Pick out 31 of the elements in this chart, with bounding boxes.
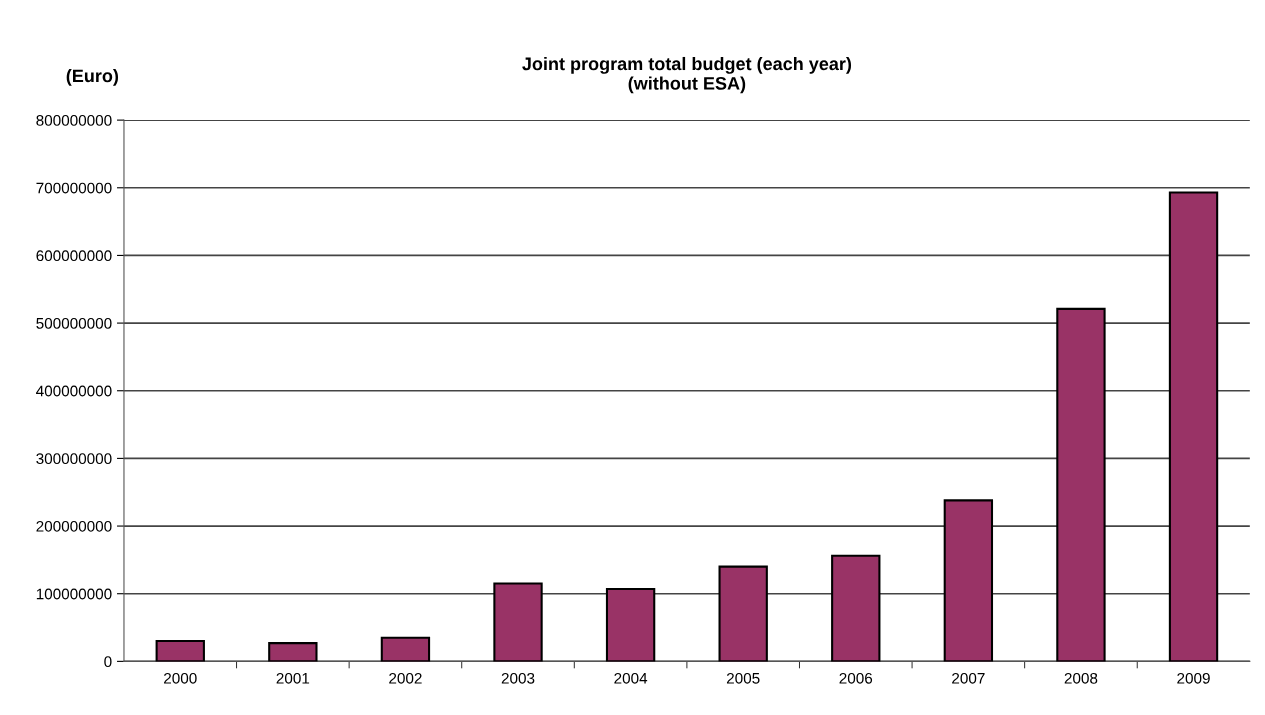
y-tick-label: 400000000 [36, 385, 112, 397]
x-tick-label: 2004 [614, 672, 648, 684]
bar [718, 565, 768, 662]
bar [1056, 307, 1106, 662]
y-tick-label: 500000000 [36, 317, 112, 329]
x-tick-label: 2008 [1064, 672, 1098, 684]
bar [831, 554, 881, 662]
bar [1168, 191, 1219, 662]
x-tick-label: 2006 [839, 672, 873, 684]
x-tick-label: 2002 [389, 672, 422, 684]
x-tick-label: 2003 [501, 672, 535, 684]
bar [268, 642, 318, 662]
bar [155, 640, 205, 662]
x-tick-label: 2007 [952, 672, 985, 684]
x-tick-label: 2001 [276, 672, 310, 684]
y-axis-title: (Euro) [66, 68, 119, 86]
chart-title: Joint program total budget (each year) (without ESA) [522, 56, 852, 94]
x-tick-label: 2000 [164, 672, 197, 684]
y-tick-label: 600000000 [36, 250, 112, 262]
y-tick-label: 800000000 [36, 114, 112, 126]
x-tick-label: 2009 [1177, 672, 1210, 684]
y-tick-label: 300000000 [36, 453, 112, 465]
y-tick-label: 700000000 [36, 182, 112, 194]
y-tick-label: 200000000 [36, 520, 112, 532]
bar [380, 636, 431, 662]
bar [605, 587, 656, 662]
bar [943, 499, 994, 662]
bar [493, 582, 543, 662]
x-tick-label: 2005 [726, 672, 760, 684]
y-tick-label: 0 [104, 656, 112, 668]
y-tick-label: 100000000 [36, 588, 112, 600]
